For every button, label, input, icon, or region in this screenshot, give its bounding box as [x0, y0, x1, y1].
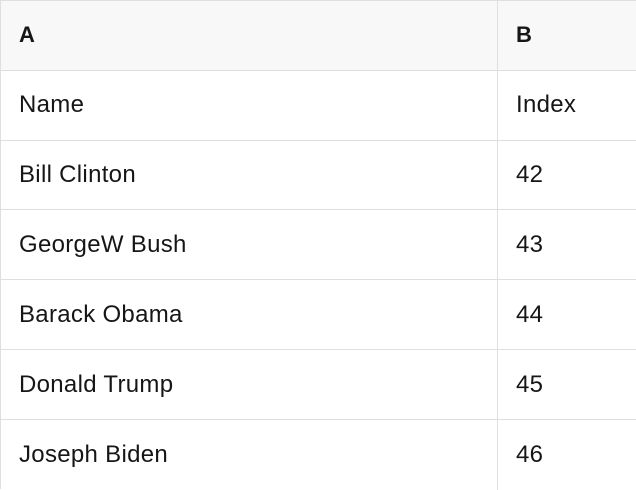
- table-cell[interactable]: 42: [516, 161, 544, 189]
- table-cell[interactable]: Name: [1, 70, 498, 140]
- table-cell[interactable]: Barack Obama: [1, 280, 498, 350]
- table-cell[interactable]: 45: [516, 370, 544, 398]
- table-cell[interactable]: Donald Trump: [1, 350, 498, 419]
- table-row: GeorgeW Bush 43: [1, 210, 636, 281]
- table-cell[interactable]: Index: [516, 91, 577, 119]
- table-row: Name Index: [1, 70, 636, 141]
- column-header-b[interactable]: B: [516, 22, 533, 48]
- table-row: Donald Trump 45: [1, 350, 636, 420]
- table-cell[interactable]: Bill Clinton: [1, 140, 498, 210]
- table-cell[interactable]: 46: [516, 440, 544, 468]
- column-header-a[interactable]: A: [1, 1, 498, 70]
- table-row: Bill Clinton 42: [1, 140, 636, 211]
- column-header-row: A B: [1, 1, 636, 71]
- table-cell[interactable]: GeorgeW Bush: [1, 210, 498, 280]
- table-cell[interactable]: 44: [516, 300, 544, 328]
- table-cell[interactable]: 43: [516, 230, 544, 258]
- table-cell[interactable]: Joseph Biden: [1, 419, 498, 490]
- table-row: Joseph Biden 46: [1, 419, 636, 490]
- table-row: Barack Obama 44: [1, 280, 636, 351]
